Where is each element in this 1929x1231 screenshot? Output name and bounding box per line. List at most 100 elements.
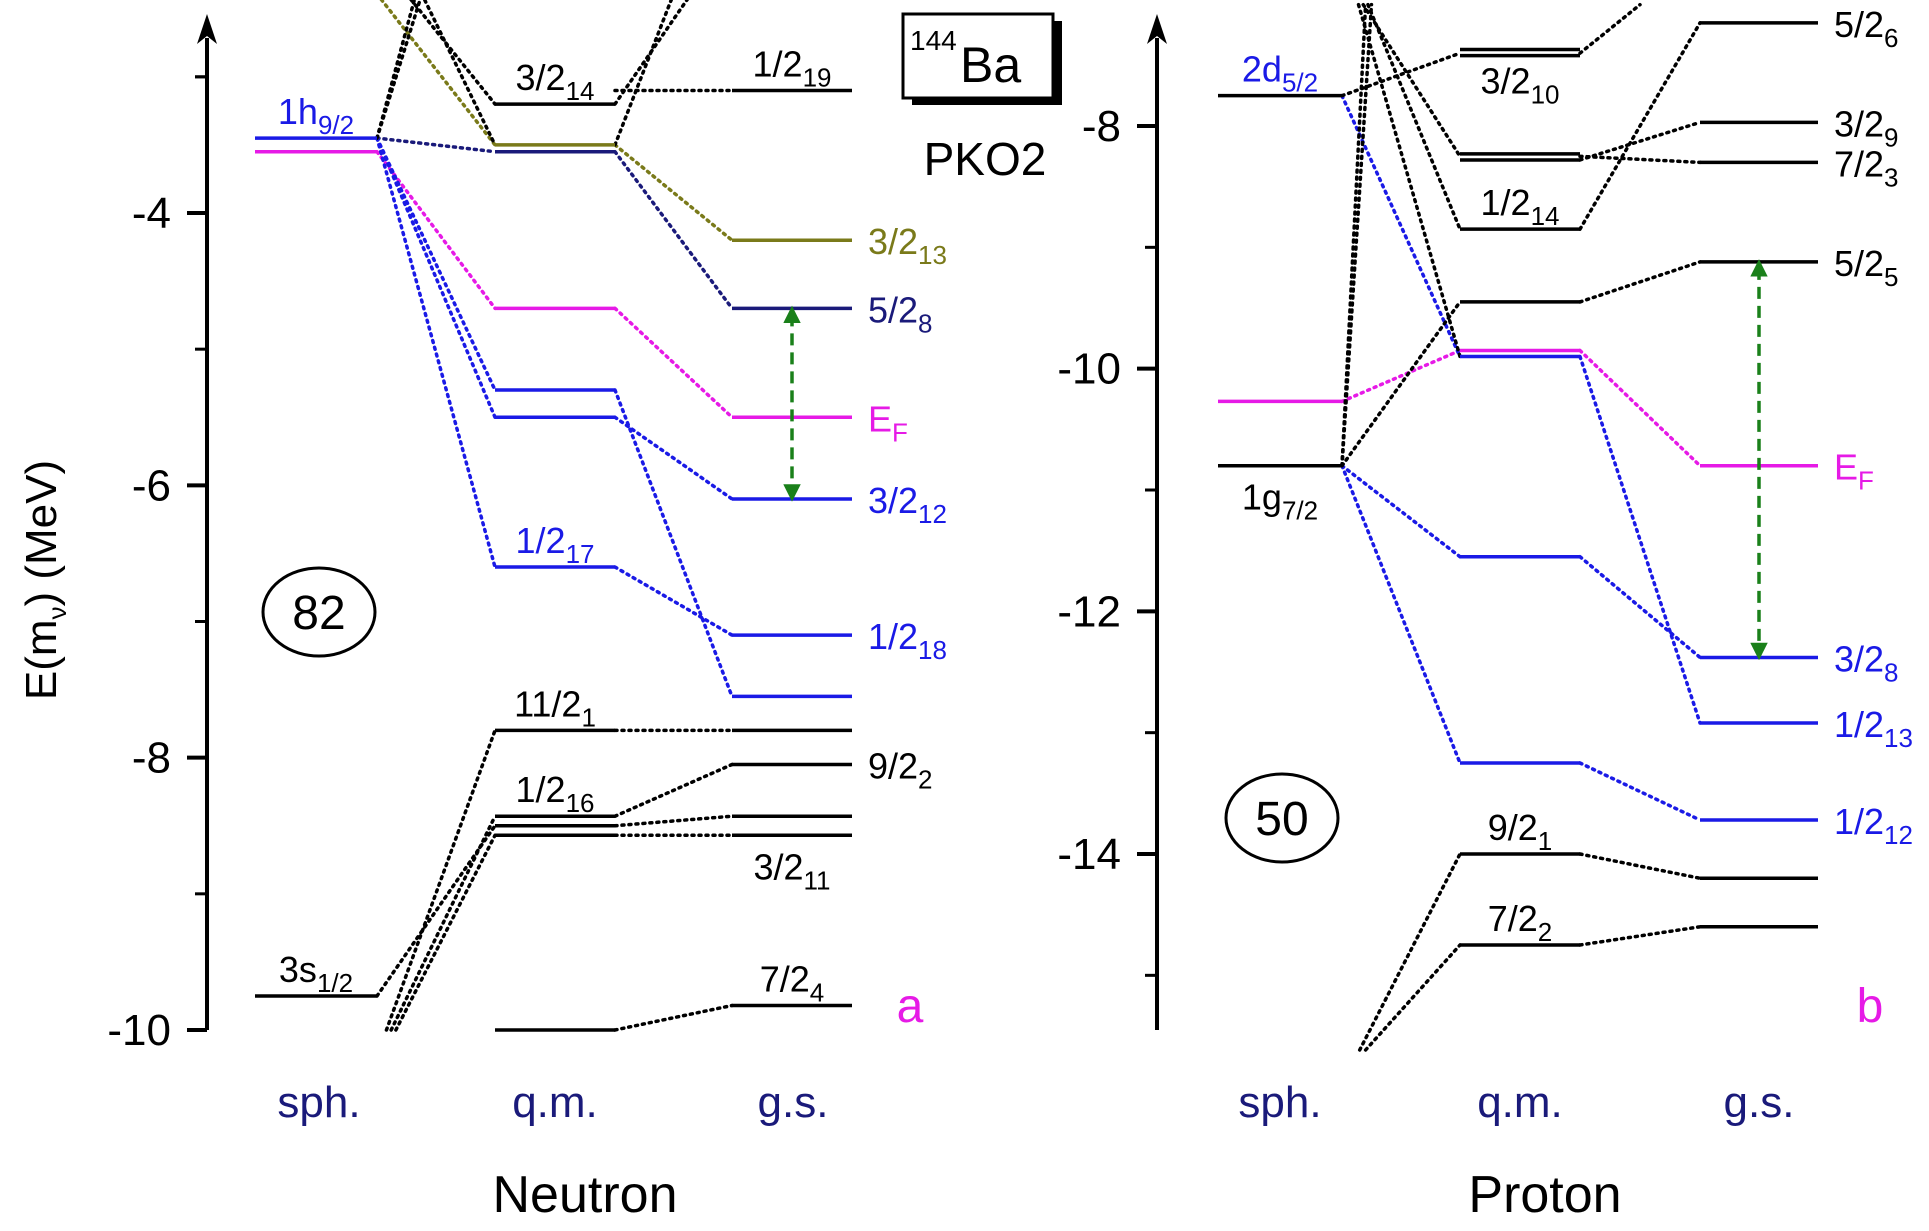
neutron-level-label: EF bbox=[868, 398, 908, 447]
neutron-magic-circle bbox=[261, 566, 377, 658]
neutron-link-10 bbox=[613, 415, 734, 501]
neutron-link-28 bbox=[389, 814, 497, 1032]
proton-level-label: 3/28 bbox=[1834, 638, 1899, 687]
proton-link-14 bbox=[1356, 2, 1462, 359]
neutron-level-label: 5/28 bbox=[868, 289, 933, 338]
proton-link-1 bbox=[1578, 348, 1702, 468]
neutron-link-19 bbox=[613, 0, 674, 147]
proton-level-label: 5/25 bbox=[1834, 243, 1899, 292]
proton-tick-label: -12 bbox=[1057, 587, 1121, 636]
neutron-y-axis-arrowhead bbox=[197, 14, 217, 44]
neutron-link-23 bbox=[613, 814, 734, 828]
neutron-level-label: 7/24 bbox=[760, 958, 825, 1007]
proton-tick-label: -14 bbox=[1057, 830, 1121, 879]
neutron-tick-label: -4 bbox=[132, 189, 171, 238]
neutron-link-3 bbox=[613, 149, 734, 311]
proton-magic-number: 50 bbox=[1255, 793, 1308, 846]
proton-link-5 bbox=[1578, 354, 1702, 725]
proton-level-label: 7/23 bbox=[1834, 143, 1899, 192]
neutron-link-29 bbox=[394, 833, 497, 1032]
neutron-level-label: 11/21 bbox=[514, 683, 596, 732]
proton-link-12 bbox=[1361, 2, 1462, 159]
neutron-link-4 bbox=[375, 149, 497, 311]
proton-link-22 bbox=[1357, 852, 1462, 1052]
y-axis-title: E(mν) (MeV) bbox=[17, 460, 72, 700]
neutron-link-7 bbox=[375, 136, 497, 419]
proton-link-20 bbox=[1578, 852, 1702, 881]
proton-level-label: 1/214 bbox=[1481, 182, 1560, 231]
neutron-level-label: 3/211 bbox=[753, 846, 830, 895]
neutron-magic-number: 82 bbox=[292, 587, 345, 640]
neutron-tick-label: -8 bbox=[132, 734, 171, 783]
neutron-level-label: 3/214 bbox=[516, 57, 595, 106]
panel-neutron: -10-8-6-42f7/21h9/23s1/23/2141/21711/211… bbox=[107, 0, 947, 1224]
neutron-level-label: 1/218 bbox=[868, 616, 947, 665]
proton-group-label: Proton bbox=[1468, 1166, 1621, 1224]
proton-link-6 bbox=[1578, 554, 1702, 660]
proton-level-label: 5/26 bbox=[1834, 4, 1899, 53]
proton-link-2 bbox=[1340, 93, 1462, 359]
neutron-level-label: 9/22 bbox=[868, 745, 933, 794]
neutron-link-11 bbox=[613, 565, 734, 637]
neutron-level-label: 3s1/2 bbox=[279, 949, 353, 998]
proton-panel-letter: b bbox=[1857, 980, 1884, 1033]
proton-link-21 bbox=[1578, 925, 1702, 947]
neutron-level-label: 3/212 bbox=[868, 480, 947, 529]
neutron-level-label: 1h9/2 bbox=[278, 91, 354, 140]
proton-level-label: 3/210 bbox=[1481, 61, 1560, 110]
proton-link-11 bbox=[1340, 2, 1374, 468]
proton-link-16 bbox=[1578, 154, 1702, 165]
proton-level-label: 9/21 bbox=[1488, 807, 1553, 856]
neutron-link-8 bbox=[375, 136, 497, 569]
neutron-link-6 bbox=[375, 136, 497, 392]
proton-level-label: 1g7/2 bbox=[1242, 477, 1318, 526]
neutron-tick-label: -6 bbox=[132, 461, 171, 510]
proton-level-label: 1/213 bbox=[1834, 704, 1913, 753]
proton-column-label: sph. bbox=[1238, 1078, 1321, 1127]
neutron-group-label: Neutron bbox=[493, 1166, 678, 1224]
panel-proton: -14 -12 -10 -8 2d5/2 1g7/2 3/210 1/214 9/21 7/22 5… bbox=[1057, 2, 1913, 1224]
proton-level-label: EF bbox=[1834, 447, 1874, 496]
proton-tick-label: -10 bbox=[1057, 345, 1121, 394]
model-label: PKO2 bbox=[924, 133, 1047, 185]
neutron-link-9 bbox=[613, 388, 734, 699]
proton-link-7 bbox=[1578, 761, 1702, 822]
neutron-link-25 bbox=[613, 1003, 734, 1032]
neutron-link-27 bbox=[384, 728, 497, 1032]
proton-y-axis-arrowhead bbox=[1147, 14, 1167, 44]
nucleus-mass: 144 bbox=[910, 25, 957, 56]
proton-link-18 bbox=[1578, 21, 1702, 231]
proton-level-label: 7/22 bbox=[1488, 898, 1553, 947]
nucleus-element: Ba bbox=[960, 37, 1021, 93]
proton-tick-label: -8 bbox=[1082, 102, 1121, 151]
neutron-link-14 bbox=[375, 0, 422, 140]
proton-link-15 bbox=[1578, 2, 1642, 55]
proton-level-label: 1/212 bbox=[1834, 801, 1913, 850]
neutron-link-16 bbox=[409, 0, 497, 106]
nucleus-label: 144 Ba bbox=[901, 12, 1062, 105]
proton-link-4 bbox=[1340, 463, 1462, 765]
neutron-column-label: q.m. bbox=[512, 1078, 598, 1127]
neutron-link-17 bbox=[422, 0, 497, 147]
neutron-link-18 bbox=[613, 0, 690, 106]
neutron-link-5 bbox=[613, 306, 734, 419]
proton-level-label: 2d5/2 bbox=[1242, 49, 1318, 98]
neutron-level-label: 1/217 bbox=[516, 520, 595, 569]
neutron-level-label: 3/213 bbox=[868, 221, 947, 270]
proton-level-label: 3/29 bbox=[1834, 103, 1899, 152]
proton-link-19 bbox=[1578, 260, 1702, 304]
proton-link-13 bbox=[1366, 2, 1462, 231]
neutron-link-2 bbox=[375, 136, 497, 154]
neutron-panel-letter: a bbox=[897, 980, 924, 1033]
neutron-column-label: g.s. bbox=[758, 1078, 829, 1127]
neutron-link-22 bbox=[613, 762, 734, 818]
proton-link-0 bbox=[1340, 348, 1462, 404]
proton-column-label: q.m. bbox=[1477, 1078, 1563, 1127]
neutron-level-label: 1/219 bbox=[753, 43, 832, 92]
neutron-link-26 bbox=[375, 824, 497, 998]
proton-column-label: g.s. bbox=[1724, 1078, 1795, 1127]
neutron-tick-label: -10 bbox=[107, 1006, 171, 1055]
proton-link-17 bbox=[1578, 120, 1702, 162]
neutron-link-1 bbox=[613, 143, 734, 242]
